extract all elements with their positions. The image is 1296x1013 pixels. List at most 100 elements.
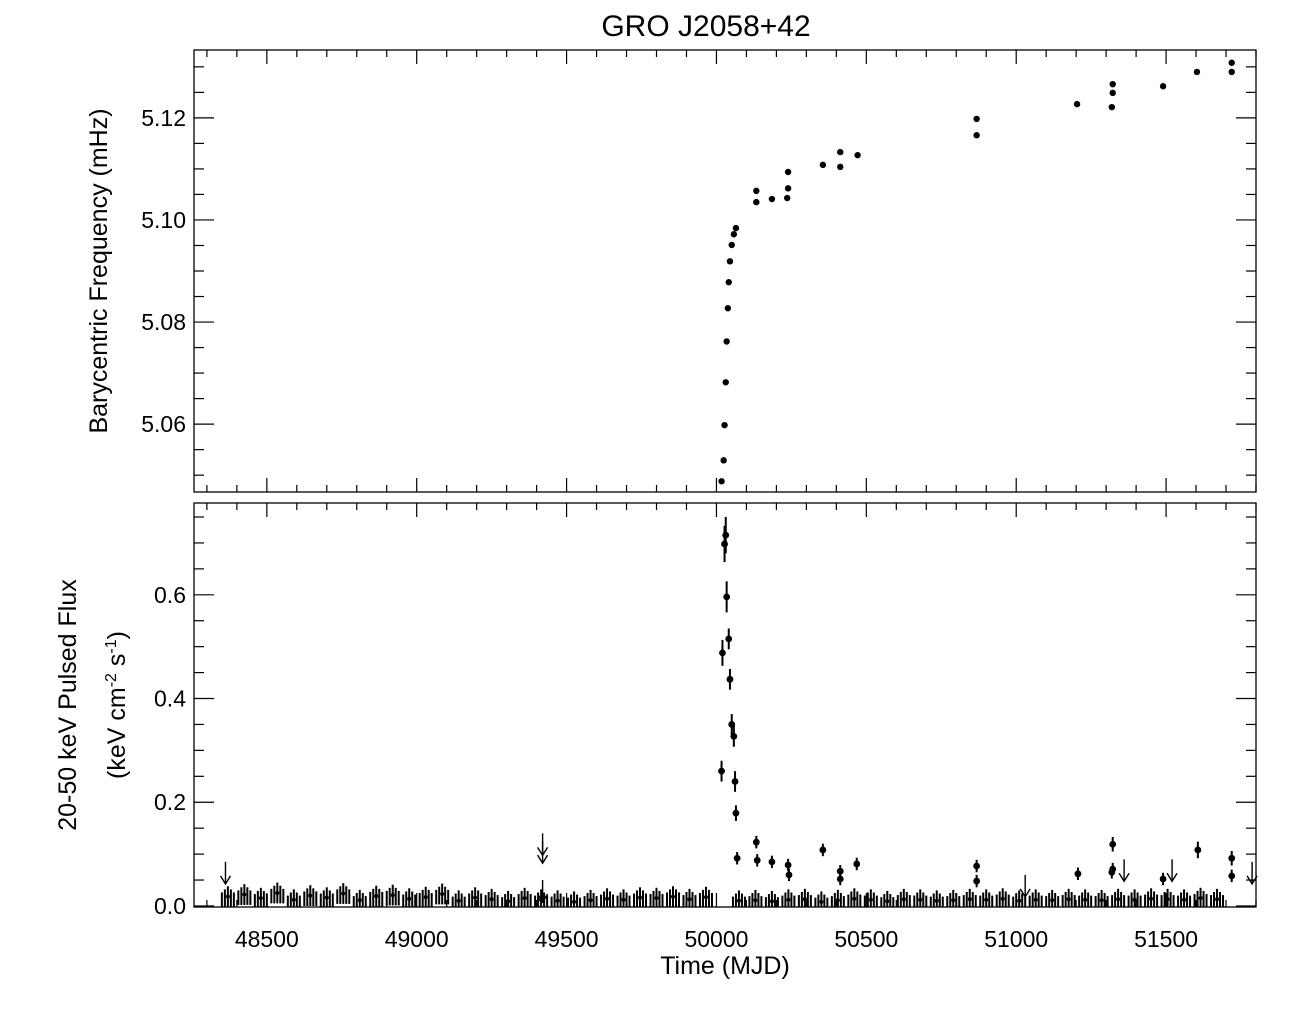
frequency-point [753, 187, 760, 195]
flux-point [785, 871, 793, 879]
baseline-point [951, 898, 956, 903]
frequency-point [1228, 59, 1235, 66]
y-tick-label: 5.06 [141, 411, 186, 437]
baseline-point [1066, 897, 1071, 902]
frequency-point [1108, 103, 1116, 111]
baseline-point [1000, 896, 1005, 901]
baseline-point [1215, 897, 1220, 902]
frequency-point [728, 241, 735, 249]
flux-point [732, 809, 740, 817]
baseline-point [555, 898, 560, 903]
y-tick-label: 0.4 [154, 686, 186, 712]
baseline-point [1033, 897, 1038, 902]
frequency-point [1109, 80, 1116, 88]
baseline-point [918, 897, 923, 902]
baseline-point [522, 896, 527, 901]
baseline-point [736, 898, 741, 903]
baseline-point [885, 899, 890, 904]
frequency-point [783, 194, 791, 202]
baseline-point [769, 899, 774, 904]
baseline-point [440, 892, 445, 897]
y-tick-label: 5.08 [141, 309, 186, 335]
baseline-point [819, 899, 824, 904]
frequency-point [725, 279, 732, 286]
y-tick-label: 0.0 [154, 893, 186, 919]
frequency-point [726, 258, 734, 265]
flux-point [1108, 868, 1116, 876]
flux-point [973, 877, 981, 885]
flux-point [721, 540, 728, 548]
upper-limit-arrowhead [219, 875, 232, 886]
baseline-point [1165, 897, 1170, 902]
baseline-point [786, 897, 791, 902]
baseline-point [506, 899, 511, 904]
baseline-point [934, 898, 939, 903]
top-y-axis-label: Barycentric Frequency (mHz) [85, 108, 113, 433]
baseline-point [984, 897, 989, 902]
baseline-point [423, 895, 428, 900]
chart-title: GRO J2058+42 [601, 10, 810, 43]
frequency-point [723, 338, 730, 345]
x-tick-label: 49500 [535, 926, 599, 952]
baseline-point [1132, 897, 1137, 902]
frequency-point [732, 224, 740, 232]
flux-point [784, 861, 792, 869]
y-tick-label: 0.2 [154, 789, 186, 815]
baseline-point [852, 896, 857, 901]
flux-point [725, 635, 733, 643]
baseline-point [341, 891, 346, 896]
baseline-point [242, 892, 247, 897]
frequency-point [784, 168, 792, 176]
frequency-point [784, 185, 792, 192]
baseline-point [605, 896, 610, 901]
baseline-point [621, 897, 626, 902]
flux-point [719, 649, 726, 657]
bottom-y-axis-label-line2: (keV cm-2 s-1) [103, 631, 131, 779]
flux-point [726, 675, 734, 683]
flux-point [733, 854, 741, 862]
x-tick-label: 49000 [385, 926, 449, 952]
flux-point [753, 856, 761, 864]
baseline-point [1149, 896, 1154, 901]
frequency-point [720, 457, 727, 464]
flux-point [1159, 875, 1167, 883]
flux-point [836, 867, 844, 875]
x-tick-label: 51000 [984, 926, 1048, 952]
baseline-point [1050, 898, 1055, 903]
baseline-point [967, 897, 972, 902]
frequency-point [1073, 100, 1081, 108]
flux-point [1109, 840, 1117, 848]
frequency-point [1159, 83, 1167, 90]
baseline-point [489, 897, 494, 902]
flux-point [752, 838, 760, 846]
upper-limit-arrowhead [1166, 872, 1178, 883]
frequency-point [973, 132, 980, 139]
frequency-point [1193, 68, 1201, 76]
flux-point [718, 767, 725, 775]
frequency-point [721, 421, 728, 429]
flux-point [730, 732, 738, 740]
upper-limit-arrowhead [1118, 872, 1130, 883]
x-tick-label: 48500 [235, 926, 299, 952]
baseline-point [357, 898, 362, 903]
flux-point [1228, 872, 1236, 880]
baseline-point [1099, 898, 1104, 903]
baseline-point [1017, 898, 1022, 903]
flux-point [1074, 870, 1082, 878]
flux-point [853, 860, 861, 868]
baseline-point [275, 890, 280, 895]
baseline-point [654, 896, 659, 901]
frequency-point [730, 231, 738, 238]
baseline-point [802, 897, 807, 902]
baseline-point [670, 894, 675, 899]
baseline-point [1198, 896, 1203, 901]
frequency-point [837, 148, 844, 156]
upper-limit-arrowhead [537, 854, 549, 865]
baseline-point [308, 893, 313, 898]
baseline-point [901, 897, 906, 902]
flux-point [819, 846, 827, 854]
y-tick-label: 5.10 [141, 207, 186, 233]
baseline-point [456, 898, 461, 903]
frequency-point [724, 305, 732, 312]
